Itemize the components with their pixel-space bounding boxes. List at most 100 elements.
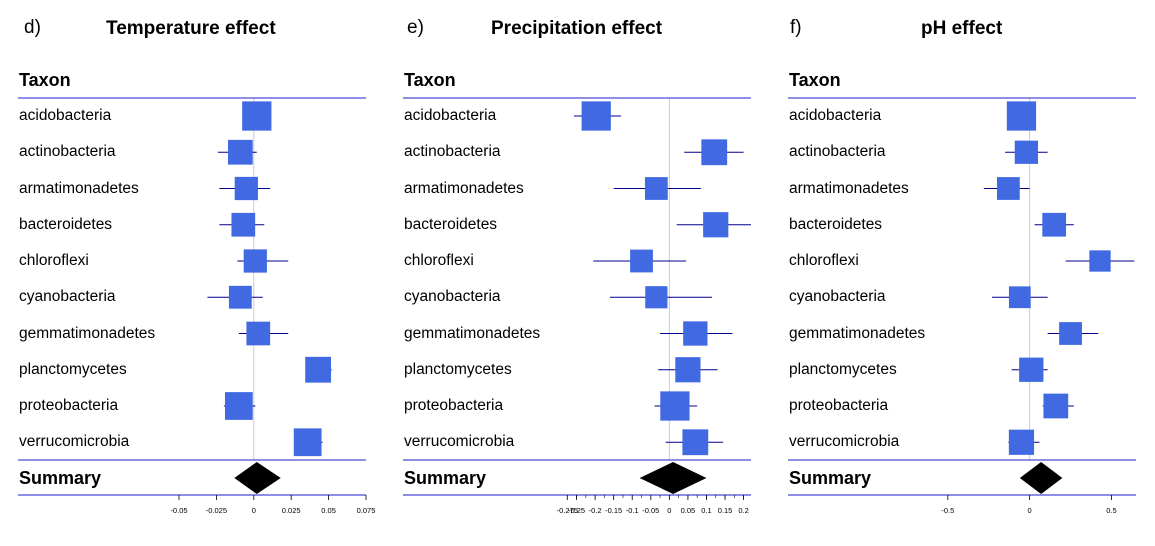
row-label: acidobacteria	[404, 107, 497, 124]
row-label: proteobacteria	[789, 397, 889, 414]
row-label: verrucomicrobia	[19, 433, 130, 451]
row-label: armatimonadetes	[789, 179, 909, 197]
effect-box	[1042, 212, 1067, 237]
row-label: acidobacteria	[19, 107, 112, 124]
forest-plot-svg: -0.5 0 0.5	[788, 97, 1136, 515]
row-label: verrucomicrobia	[789, 433, 900, 451]
effect-box	[293, 428, 322, 457]
row-label: gemmatimonadetes	[19, 324, 156, 342]
panel-title: Temperature effect	[106, 18, 276, 39]
effect-box	[703, 212, 729, 238]
effect-box	[660, 391, 690, 421]
effect-box	[231, 212, 256, 237]
row-label: gemmatimonadetes	[789, 324, 926, 342]
row-label: chloroflexi	[19, 252, 89, 269]
row-label: actinobacteria	[19, 143, 116, 161]
effect-box	[581, 101, 611, 131]
effect-box	[675, 357, 701, 383]
effect-box	[246, 321, 271, 346]
column-header: Taxon	[789, 70, 841, 90]
x-tick-label: 0	[667, 506, 671, 515]
forest-plot-svg: -0.05 -0.025 0 0.025 0.05 0.075	[18, 97, 376, 515]
forest-panel-f: -0.5 0 0.5 acidobacteria actinobacteria armat…	[770, 0, 1155, 546]
effect-box	[682, 429, 709, 456]
effect-box	[1059, 322, 1082, 345]
effect-box	[645, 286, 668, 309]
effect-box	[1008, 286, 1031, 309]
effect-box	[1008, 429, 1035, 455]
row-label: armatimonadetes	[404, 179, 524, 197]
effect-box	[683, 321, 708, 346]
row-label: bacteroidetes	[19, 215, 113, 233]
x-tick-label: -0.05	[170, 506, 187, 515]
effect-box	[1006, 101, 1037, 131]
row-label: proteobacteria	[404, 397, 504, 414]
effect-box	[1043, 393, 1069, 419]
row-label: planctomycetes	[404, 360, 512, 378]
x-tick-label: 0	[1028, 506, 1032, 515]
column-header: Taxon	[19, 70, 71, 90]
summary-diamond	[234, 462, 281, 494]
row-label: gemmatimonadetes	[404, 324, 541, 342]
x-tick-label: 0.075	[357, 506, 376, 515]
row-label: acidobacteria	[789, 107, 882, 124]
row-label: proteobacteria	[19, 397, 119, 414]
effect-box	[1089, 250, 1111, 272]
summary-diamond	[639, 462, 707, 494]
x-tick-label: -0.275	[557, 506, 578, 515]
x-tick-label: 0	[252, 506, 256, 515]
row-label: cyanobacteria	[404, 288, 501, 306]
effect-box	[305, 356, 332, 383]
row-label: armatimonadetes	[19, 179, 139, 197]
x-tick-label: -0.1	[626, 506, 639, 515]
effect-box	[242, 101, 272, 131]
row-label: actinobacteria	[789, 143, 886, 161]
x-tick-label: 0.05	[321, 506, 336, 515]
row-label: chloroflexi	[789, 252, 859, 269]
effect-box	[996, 177, 1020, 200]
effect-box	[644, 177, 668, 200]
forest-plot-svg: -0.275-0.25 -0.2 -0.15 -0.1 -0.05 0 0.05 0.1 0.1…	[403, 97, 751, 515]
forest-panel-e: -0.275 -0.25 -0.2 -0.15 -0.1 -0.05 0 0.05 0.1 0.1…	[385, 0, 770, 546]
forest-panel-d: -0.05 -0.025 0 0.025 0.05 0.075 acidobacteria a…	[0, 0, 385, 546]
effect-box	[227, 139, 253, 165]
column-header: Taxon	[404, 70, 456, 90]
x-tick-label: -0.15	[605, 506, 622, 515]
effect-box	[228, 285, 252, 309]
row-label: planctomycetes	[19, 360, 127, 378]
x-tick-label: 0.5	[1106, 506, 1116, 515]
row-label: chloroflexi	[404, 252, 474, 269]
panel-title: pH effect	[921, 18, 1003, 39]
row-label: actinobacteria	[404, 143, 501, 161]
x-tick-label: 0.15	[718, 506, 733, 515]
effect-box	[630, 249, 653, 273]
effect-box	[1014, 140, 1038, 164]
x-tick-label: -0.5	[941, 506, 954, 515]
row-label: cyanobacteria	[789, 288, 886, 306]
panel-title: Precipitation effect	[491, 18, 663, 39]
x-tick-label: -0.05	[642, 506, 659, 515]
effect-box	[1019, 357, 1044, 382]
effect-box	[701, 139, 728, 166]
row-label: planctomycetes	[789, 360, 897, 378]
effect-box	[224, 392, 253, 420]
x-tick-label: -0.025	[206, 506, 227, 515]
summary-label: Summary	[404, 468, 487, 488]
row-label: bacteroidetes	[789, 215, 883, 233]
x-tick-label: 0.2	[738, 506, 748, 515]
effect-box	[243, 249, 267, 273]
effect-box	[234, 176, 258, 201]
panel-label: f)	[790, 17, 802, 38]
summary-diamond	[1019, 462, 1063, 494]
x-tick-label: -0.2	[589, 506, 602, 515]
row-label: bacteroidetes	[404, 215, 498, 233]
x-tick-label: 0.025	[282, 506, 301, 515]
panel-label: d)	[24, 17, 41, 38]
row-label: verrucomicrobia	[404, 433, 515, 451]
x-tick-label: 0.1	[701, 506, 711, 515]
x-tick-label: 0.05	[681, 506, 696, 515]
summary-label: Summary	[19, 468, 102, 488]
panel-label: e)	[407, 17, 424, 38]
x-tick-label: -0.25	[568, 506, 585, 515]
